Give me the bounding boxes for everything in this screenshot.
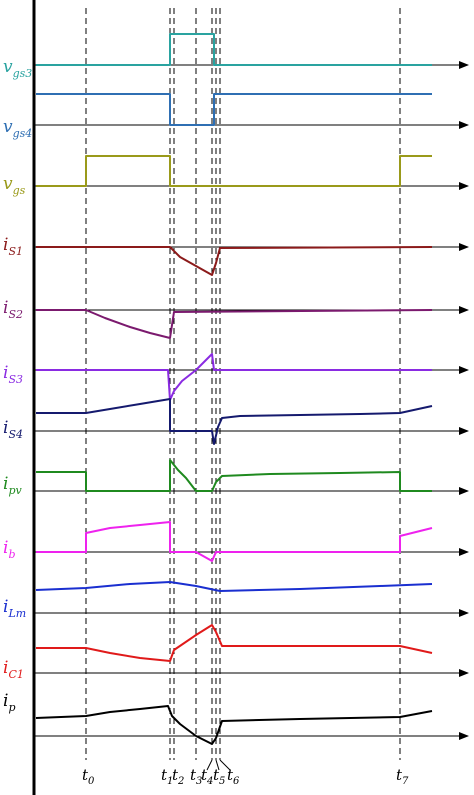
signal-axes (34, 61, 469, 740)
time-label-t6: t6 (227, 766, 240, 787)
time-marker-lines (85, 8, 401, 760)
signal-labels: vgs3 vgs4 vgs iS1 iS2 iS3 iS4 ipv ib iLm… (3, 57, 32, 714)
leader-t6 (219, 759, 231, 771)
waveform-iC1 (36, 624, 433, 662)
label-vgs4: vgs4 (3, 117, 32, 140)
label-vgs3: vgs3 (3, 57, 32, 80)
label-ipv: ipv (3, 474, 22, 497)
time-label-t0: t0 (82, 766, 95, 787)
label-iC1: iC1 (3, 658, 24, 681)
label-iLm: iLm (3, 597, 26, 620)
time-labels: t0 t1 t2 t3 t4 t5 t6 t7 (82, 766, 409, 787)
waveform-ip (35, 705, 433, 745)
waveform-iS3 (36, 353, 432, 401)
waveform-iLm (35, 581, 433, 592)
time-label-t1: t1 (161, 766, 173, 787)
time-label-t3: t3 (190, 766, 202, 787)
waveform-iS2 (36, 309, 433, 339)
label-iS3: iS3 (3, 363, 23, 386)
waveform-vgs (36, 155, 432, 187)
leader-t4 (206, 759, 213, 771)
time-label-t7: t7 (396, 766, 409, 787)
label-ib: ib (3, 538, 15, 561)
waveform-vgs4 (36, 93, 432, 126)
waveform-ipv (36, 459, 432, 492)
label-vgs: vgs (3, 174, 26, 197)
label-iS4: iS4 (3, 418, 23, 441)
label-iS2: iS2 (3, 298, 23, 321)
label-iS1: iS1 (3, 235, 23, 258)
waveform-iS1 (36, 246, 433, 276)
label-ip: ip (3, 691, 15, 714)
time-leader-lines (206, 759, 231, 771)
time-label-t4: t4 (201, 766, 213, 787)
time-label-t5: t5 (213, 766, 225, 787)
waveform-iS4 (36, 398, 433, 445)
waveform-vgs3 (36, 33, 432, 66)
waveform-ib (36, 521, 433, 562)
waveforms (35, 33, 433, 745)
time-label-t2: t2 (172, 766, 184, 787)
leader-t5 (215, 759, 220, 771)
